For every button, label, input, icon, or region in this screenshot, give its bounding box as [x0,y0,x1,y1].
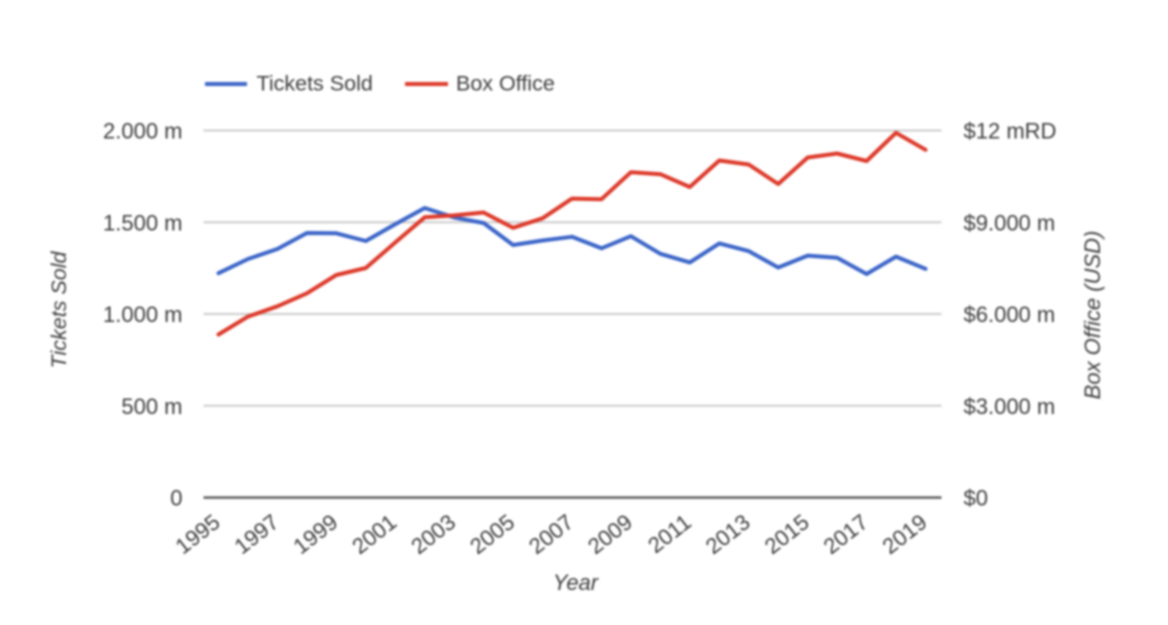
svg-text:2001: 2001 [347,509,401,559]
svg-text:1995: 1995 [171,509,225,559]
svg-text:2003: 2003 [406,509,460,559]
svg-text:1999: 1999 [288,509,342,559]
svg-text:Year: Year [553,570,600,595]
svg-text:Tickets Sold: Tickets Sold [257,71,373,95]
svg-text:2011: 2011 [643,509,696,558]
svg-text:Box Office: Box Office [456,71,555,95]
svg-text:2017: 2017 [819,509,873,559]
svg-text:500 m: 500 m [121,394,182,419]
svg-text:2005: 2005 [465,509,519,559]
svg-text:1.500 m: 1.500 m [103,210,183,235]
svg-text:1997: 1997 [230,509,284,559]
svg-text:2007: 2007 [524,509,578,559]
svg-text:1.000 m: 1.000 m [103,302,183,327]
svg-text:2015: 2015 [760,509,814,559]
svg-text:$6.000 m: $6.000 m [964,302,1056,327]
svg-text:$0: $0 [964,486,988,511]
svg-text:$9.000 m: $9.000 m [964,210,1056,235]
svg-text:2009: 2009 [583,509,637,559]
svg-text:2.000 m: 2.000 m [103,119,183,144]
svg-text:2019: 2019 [878,509,932,559]
svg-text:Tickets Sold: Tickets Sold [47,251,71,369]
svg-text:$3.000 m: $3.000 m [964,394,1056,419]
svg-text:2013: 2013 [701,509,755,559]
svg-text:0: 0 [170,486,182,511]
svg-text:$12 mRD: $12 mRD [964,119,1057,144]
svg-text:Box Office (USD): Box Office (USD) [1080,231,1105,400]
